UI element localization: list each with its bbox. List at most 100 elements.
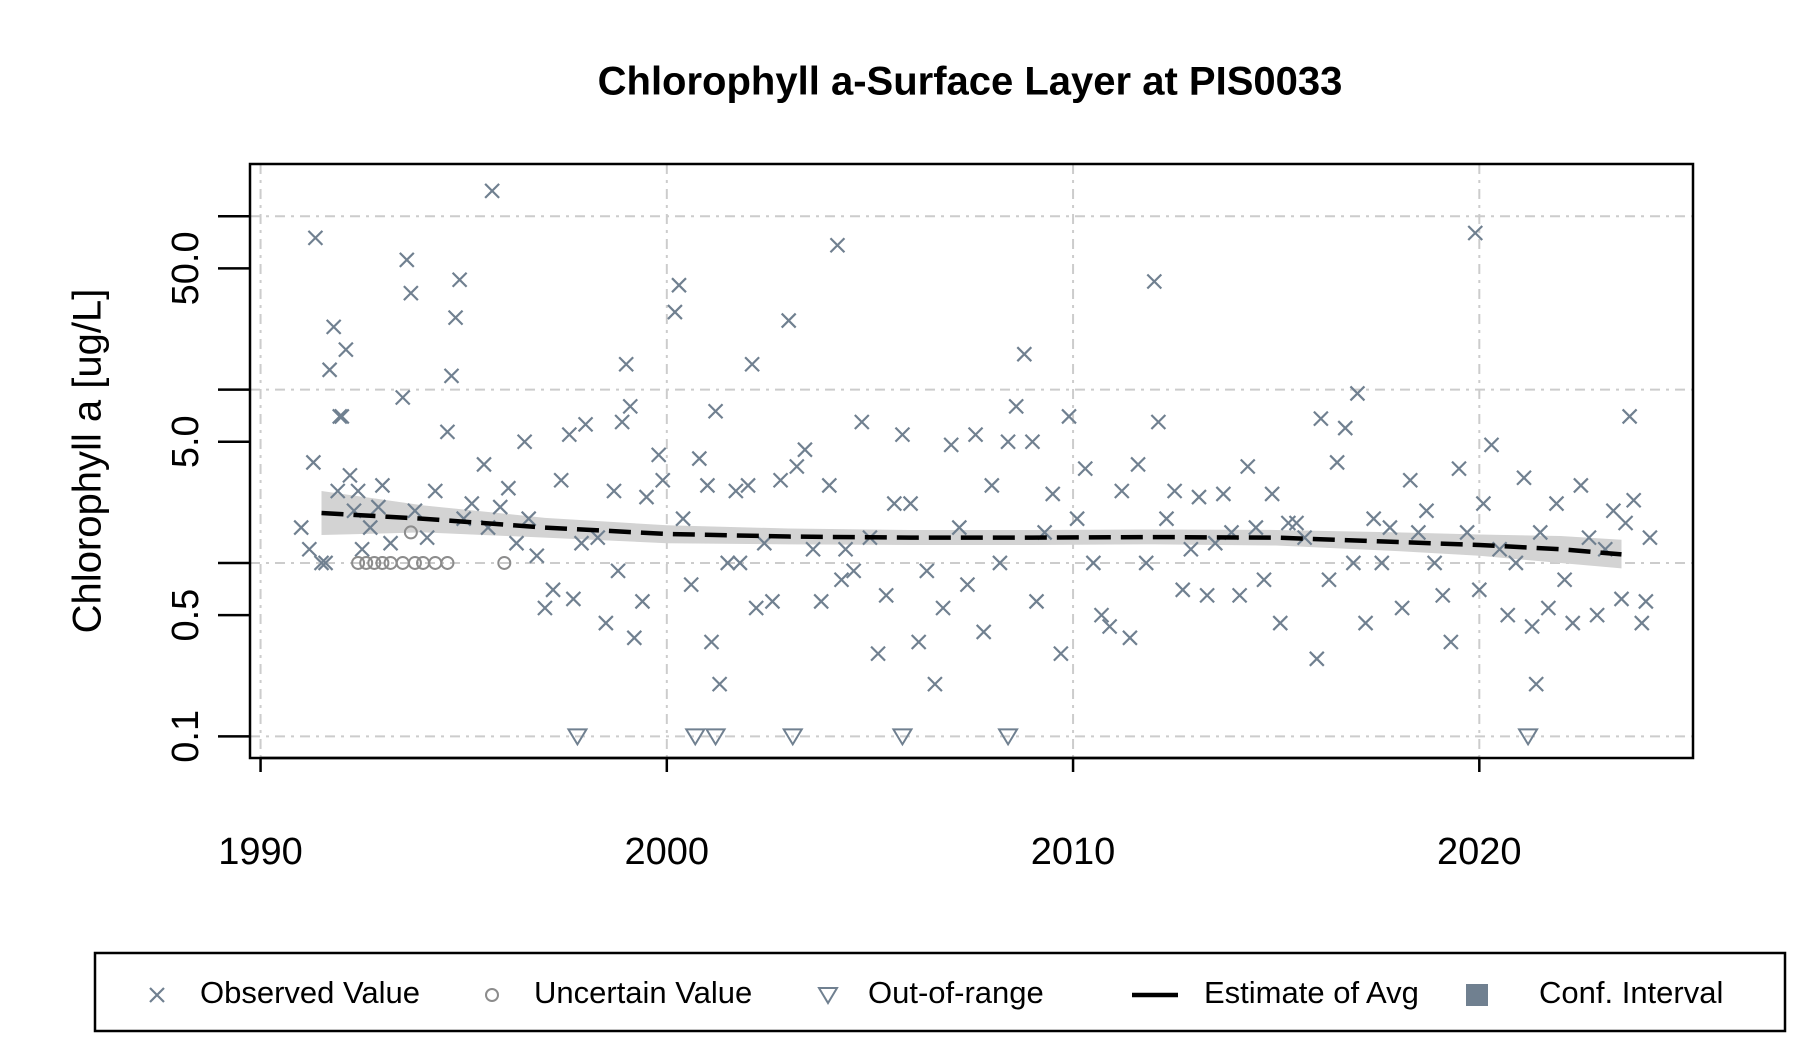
x-marker xyxy=(362,519,379,536)
x-marker xyxy=(1191,489,1207,505)
x-marker xyxy=(307,230,324,246)
circle-marker xyxy=(440,555,455,570)
x-marker xyxy=(886,495,903,512)
y-tick-label: 0.1 xyxy=(165,710,207,763)
x-marker xyxy=(500,480,517,496)
x-marker xyxy=(1532,524,1549,541)
x-marker xyxy=(577,416,594,433)
x-marker xyxy=(1000,433,1016,450)
x-marker xyxy=(1215,486,1232,502)
x-marker xyxy=(854,414,870,430)
x-marker xyxy=(1374,555,1390,571)
x-marker xyxy=(671,277,687,293)
legend-label: Conf. Interval xyxy=(1539,975,1723,1010)
x-marker xyxy=(1617,515,1634,531)
x-marker xyxy=(1061,408,1077,425)
x-marker xyxy=(780,312,797,329)
x-marker xyxy=(1434,587,1451,604)
x-marker xyxy=(419,529,435,546)
x-marker xyxy=(1528,676,1544,692)
x-marker xyxy=(789,458,805,475)
plot-frame xyxy=(248,162,1695,760)
x-marker xyxy=(476,456,492,473)
x-marker xyxy=(1309,651,1325,667)
x-marker xyxy=(520,510,537,527)
x-marker xyxy=(756,535,773,551)
x-marker xyxy=(740,477,756,494)
x-marker xyxy=(1589,607,1605,623)
x-marker xyxy=(618,356,634,373)
x-marker xyxy=(1122,630,1138,646)
x-marker xyxy=(293,519,309,536)
y-axis-label: Chlorophyll a [ug/L] xyxy=(66,289,110,634)
x-marker xyxy=(975,624,992,640)
x-marker xyxy=(1365,510,1382,527)
circle-marker xyxy=(407,555,422,570)
x-marker xyxy=(149,987,165,1003)
x-marker xyxy=(305,454,322,471)
x-marker xyxy=(1621,408,1638,425)
x-marker xyxy=(707,403,724,420)
x-marker xyxy=(967,426,984,443)
trend-line xyxy=(321,510,1622,557)
x-marker xyxy=(1516,469,1532,486)
x-marker xyxy=(342,467,358,484)
x-marker xyxy=(1524,618,1540,635)
x-marker xyxy=(350,483,366,499)
x-marker xyxy=(1426,555,1443,571)
x-marker xyxy=(447,309,464,326)
x-tick-label: 2010 xyxy=(1031,831,1116,873)
x-marker xyxy=(1382,519,1398,536)
x-marker xyxy=(508,535,525,551)
x-marker xyxy=(1345,555,1362,571)
x-marker xyxy=(313,555,330,571)
x-marker xyxy=(683,576,699,593)
x-marker xyxy=(1130,456,1146,473)
x-marker xyxy=(1394,600,1410,616)
triangle-marker xyxy=(891,728,914,747)
y-tick-label: 5.0 xyxy=(165,415,207,468)
x-marker xyxy=(1146,273,1163,290)
x-marker xyxy=(703,634,720,650)
x-marker xyxy=(1158,510,1175,527)
x-marker xyxy=(748,600,764,616)
circle-marker xyxy=(367,555,382,570)
y-tick-label: 50.0 xyxy=(165,231,207,305)
x-marker xyxy=(1101,618,1118,635)
x-marker xyxy=(1642,529,1658,546)
x-marker xyxy=(610,563,626,579)
x-marker xyxy=(927,676,943,692)
x-marker xyxy=(1349,385,1366,402)
x-marker xyxy=(1634,615,1650,631)
x-marker xyxy=(598,615,614,631)
x-marker xyxy=(1272,615,1289,631)
x-marker xyxy=(1296,529,1313,546)
x-marker xyxy=(821,477,838,494)
x-tick-label: 1990 xyxy=(218,831,303,873)
triangle-marker xyxy=(684,728,707,747)
x-marker xyxy=(744,356,760,373)
x-marker xyxy=(427,483,444,499)
x-marker xyxy=(439,424,456,440)
x-marker xyxy=(1443,634,1459,650)
x-marker xyxy=(301,541,318,558)
x-marker xyxy=(325,319,342,335)
triangle-marker xyxy=(997,728,1019,747)
x-marker xyxy=(1150,414,1167,430)
x-marker xyxy=(654,472,671,489)
x-marker xyxy=(870,645,886,662)
circle-marker xyxy=(375,555,390,570)
x-marker xyxy=(675,510,691,527)
legend-swatch xyxy=(1466,984,1488,1006)
legend-label: Estimate of Avg xyxy=(1204,975,1419,1010)
legend-label: Observed Value xyxy=(200,975,420,1010)
x-marker xyxy=(951,519,968,536)
x-marker xyxy=(902,495,919,512)
x-marker xyxy=(1499,607,1516,623)
x-marker xyxy=(992,555,1008,571)
x-marker xyxy=(1321,571,1337,588)
x-marker xyxy=(845,563,862,579)
x-marker xyxy=(394,389,411,406)
x-marker xyxy=(1459,524,1475,541)
x-marker xyxy=(1491,541,1508,558)
